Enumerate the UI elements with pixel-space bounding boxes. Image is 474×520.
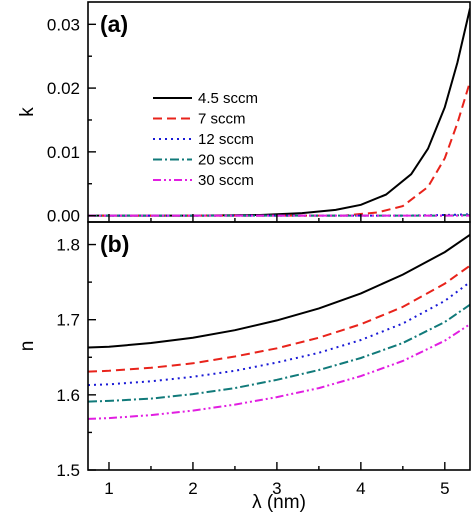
panel-b: 1.5 1.6 1.7 1.8 n (b) 1 2 3 4 5 λ (nm) bbox=[17, 221, 471, 513]
y-tick-label: 0.01 bbox=[47, 143, 80, 162]
y-tick-label: 1.5 bbox=[56, 461, 80, 480]
legend-label: 4.5 sccm bbox=[198, 90, 258, 107]
panel-label: (a) bbox=[100, 11, 128, 37]
plot-frame bbox=[87, 1, 471, 223]
y-tick-label: 1.8 bbox=[56, 236, 80, 255]
series-line bbox=[88, 303, 470, 403]
legend-label: 7 sccm bbox=[198, 111, 246, 128]
y-tick-label: 1.6 bbox=[56, 386, 80, 405]
y-tick-label: 0.00 bbox=[47, 207, 80, 226]
y-tick-label: 1.7 bbox=[56, 311, 80, 330]
panel-a: 0.00 0.01 0.02 0.03 k (a) 4.5 sccm 7 sccm 12 scc… bbox=[17, 1, 471, 226]
series-line bbox=[88, 281, 470, 387]
x-tick-label: 3 bbox=[272, 479, 281, 498]
series-group bbox=[88, 8, 470, 217]
panel-label: (b) bbox=[100, 231, 129, 257]
x-tick-label: 5 bbox=[440, 479, 449, 498]
series-line bbox=[88, 8, 470, 217]
series-line bbox=[88, 323, 470, 420]
legend-label: 20 sccm bbox=[198, 152, 254, 169]
x-axis-title: λ (nm) bbox=[252, 492, 306, 513]
y-tick-label: 0.03 bbox=[47, 15, 80, 34]
x-tick-label: 2 bbox=[188, 479, 197, 498]
plot-frame bbox=[87, 221, 471, 471]
series-line bbox=[88, 264, 470, 373]
x-tick-label: 1 bbox=[104, 479, 113, 498]
series-line bbox=[88, 81, 470, 217]
y-tick-label: 0.02 bbox=[47, 79, 80, 98]
series-group bbox=[88, 233, 470, 420]
y-axis-title: n bbox=[17, 341, 38, 352]
legend-label: 30 sccm bbox=[198, 172, 254, 189]
y-axis-title: k bbox=[17, 107, 38, 117]
legend-label: 12 sccm bbox=[198, 131, 254, 148]
x-tick-label: 4 bbox=[356, 479, 365, 498]
legend: 4.5 sccm 7 sccm 12 sccm 20 sccm 30 sccm bbox=[153, 90, 258, 189]
series-line bbox=[88, 233, 470, 349]
